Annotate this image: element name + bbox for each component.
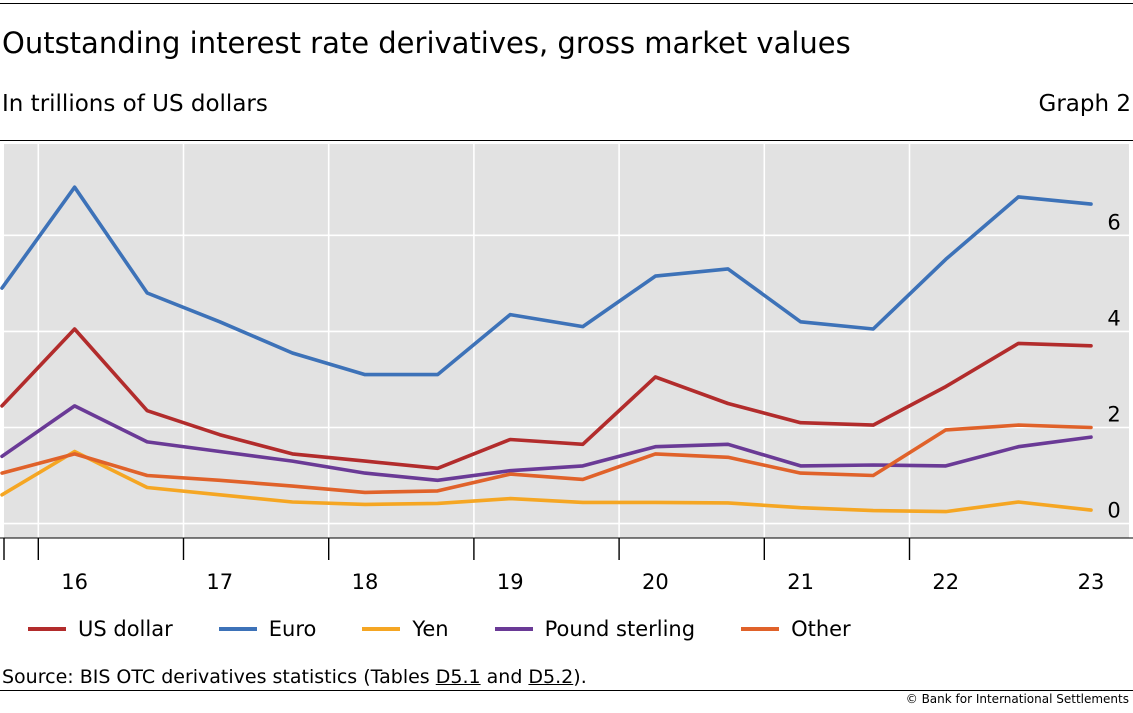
table-d5-2-link[interactable]: D5.2 xyxy=(528,666,574,688)
series-line-us-dollar xyxy=(0,327,1093,471)
header-rule xyxy=(0,140,1133,141)
series-line-yen xyxy=(0,449,1093,514)
legend-label-other: Other xyxy=(791,617,851,641)
legend-item-other: Other xyxy=(741,617,851,641)
legend-item-pound-sterling: Pound sterling xyxy=(494,617,696,641)
legend-swatch-us-dollar xyxy=(28,627,66,631)
y-tick-label: 2 xyxy=(1107,402,1120,426)
legend-label-us-dollar: US dollar xyxy=(78,617,173,641)
x-tick-label: 16 xyxy=(61,570,88,594)
top-rule xyxy=(0,3,1133,4)
source-note: Source: BIS OTC derivatives statistics (… xyxy=(2,666,587,688)
graph-number: Graph 2 xyxy=(1038,91,1132,117)
legend-item-yen: Yen xyxy=(362,617,449,641)
chart-title: Outstanding interest rate derivatives, g… xyxy=(2,26,851,60)
x-tick-label: 20 xyxy=(642,570,669,594)
table-d5-1-link[interactable]: D5.1 xyxy=(435,666,481,688)
legend-swatch-yen xyxy=(362,627,401,631)
legend-swatch-pound-sterling xyxy=(494,627,533,631)
legend-swatch-other xyxy=(741,627,780,631)
series-line-pound-sterling xyxy=(0,404,1093,483)
x-tick-label: 18 xyxy=(352,570,379,594)
legend-label-pound-sterling: Pound sterling xyxy=(544,617,696,641)
chart-subtitle: In trillions of US dollars xyxy=(2,91,268,117)
plot-area xyxy=(4,144,1129,538)
y-tick-label: 0 xyxy=(1107,499,1120,523)
series-line-other xyxy=(0,423,1093,495)
x-tick-label: 23 xyxy=(1078,570,1105,594)
x-tick-label: 17 xyxy=(206,570,233,594)
source-suffix: ). xyxy=(573,666,587,688)
line-chart: 0 2 4 6 16 17 18 19 20 21 22 23 xyxy=(0,144,1133,594)
legend-item-us-dollar: US dollar xyxy=(28,617,173,641)
series-line-euro xyxy=(0,185,1093,377)
legend-label-euro: Euro xyxy=(268,617,317,641)
y-tick-label: 6 xyxy=(1107,210,1120,234)
x-tick-label: 21 xyxy=(787,570,814,594)
x-tick-label: 19 xyxy=(497,570,524,594)
legend-swatch-euro xyxy=(218,627,257,631)
legend-item-euro: Euro xyxy=(218,617,317,641)
source-prefix: Source: BIS OTC derivatives statistics (… xyxy=(2,666,436,688)
legend-label-yen: Yen xyxy=(412,617,449,641)
y-tick-label: 4 xyxy=(1107,306,1120,330)
copyright: © Bank for International Settlements xyxy=(905,692,1129,706)
legend: US dollar Euro Yen Pound sterling Other xyxy=(28,614,897,644)
x-tick-label: 22 xyxy=(932,570,959,594)
footer-rule xyxy=(0,690,1133,691)
source-mid: and xyxy=(480,666,529,688)
